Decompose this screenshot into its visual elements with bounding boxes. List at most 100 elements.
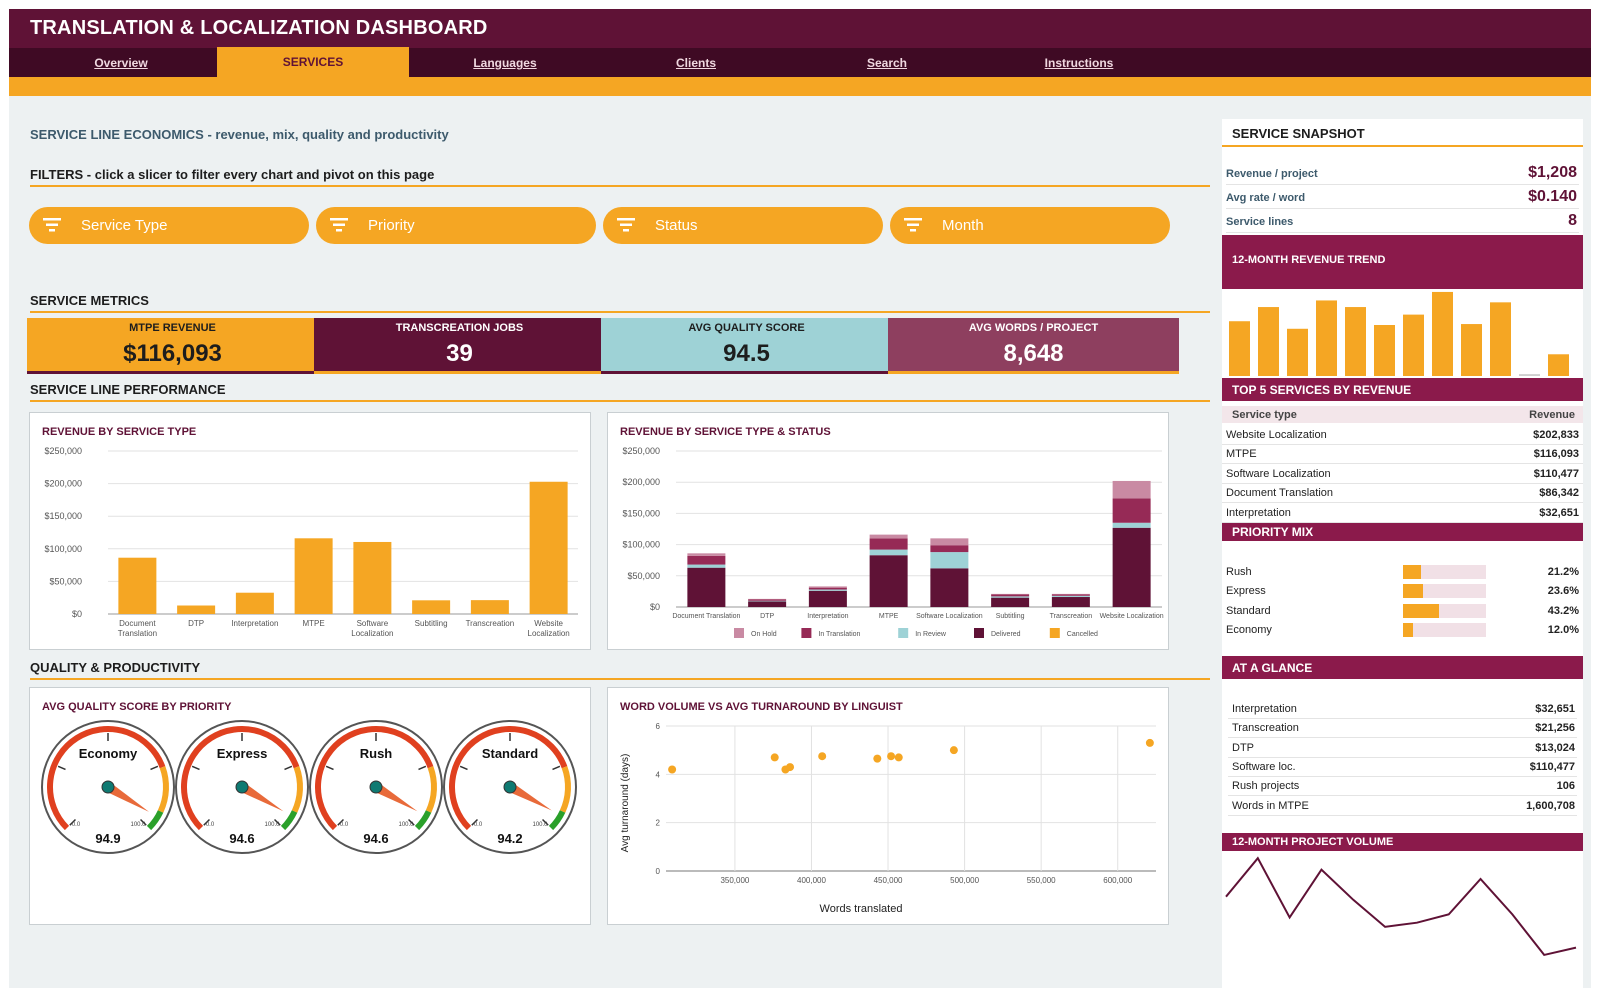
bar xyxy=(412,600,451,614)
priority-label: Standard xyxy=(1226,604,1271,617)
gauge-tick xyxy=(139,818,147,826)
volume-line xyxy=(1225,856,1577,957)
stacked-bar-segment xyxy=(991,597,1030,607)
slicer-priority[interactable]: Priority xyxy=(316,207,596,244)
stacked-bar-segment xyxy=(930,538,969,546)
scatter-point xyxy=(770,753,779,762)
glance-row: Rush projects 106 xyxy=(1228,777,1577,797)
stacked-bar-segment xyxy=(869,538,908,550)
gauge-value: 94.2 xyxy=(497,831,522,846)
y-tick-label: $0 xyxy=(650,602,660,612)
tab-languages[interactable]: Languages xyxy=(473,56,537,70)
gauge-tick xyxy=(541,818,549,826)
kpi-value: 8,648 xyxy=(1003,340,1064,367)
x-tick-line: Localization xyxy=(528,629,570,638)
slicer-status[interactable]: Status xyxy=(603,207,883,244)
bar xyxy=(235,592,274,614)
x-tick-label: Subtitling xyxy=(415,619,448,628)
bar xyxy=(353,541,392,614)
stacked-bar-segment xyxy=(1112,522,1151,528)
glance-row: Software loc. $110,477 xyxy=(1228,758,1577,777)
top5-row: Interpretation $32,651 xyxy=(1222,504,1583,523)
gauge-tick xyxy=(69,818,77,826)
x-tick-label: 450,000 xyxy=(874,876,903,885)
snapshot-value: $1,208 xyxy=(1528,164,1577,181)
x-tick-label: 600,000 xyxy=(1103,876,1132,885)
y-tick-label: 6 xyxy=(656,722,661,731)
glance-value: 1,600,708 xyxy=(1526,799,1575,812)
gauge-tick xyxy=(57,765,66,771)
gauge-max-label: 100.0 xyxy=(532,822,548,828)
trend-bar xyxy=(1258,307,1279,376)
stacked-bar-segment xyxy=(991,593,1030,595)
x-tick-label: Interpretation xyxy=(231,619,278,628)
trend-bar xyxy=(1490,302,1511,376)
tab-overview[interactable]: Overview xyxy=(94,56,148,70)
x-tick-label: Transcreation xyxy=(1050,613,1093,620)
glance-value: $110,477 xyxy=(1529,760,1575,773)
top5-label: Software Localization xyxy=(1226,467,1331,480)
stacked-bar-segment xyxy=(930,568,969,607)
y-tick-label: $200,000 xyxy=(44,479,82,489)
legend-swatch xyxy=(734,628,744,638)
gauge-hub xyxy=(369,780,383,794)
tab-search[interactable]: Search xyxy=(866,56,908,70)
gauge-tick xyxy=(284,765,293,771)
gauge-min-label: 0.0 xyxy=(206,822,215,828)
main-panel: SERVICE LINE ECONOMICS - revenue, mix, q… xyxy=(9,96,1210,988)
priority-fill xyxy=(1403,584,1423,599)
gauge-needle xyxy=(239,782,284,812)
x-tick-label: Subtitling xyxy=(996,613,1025,620)
snapshot-title: SERVICE SNAPSHOT xyxy=(1232,126,1365,141)
glance-row: Interpretation $32,651 xyxy=(1228,700,1577,719)
gauge-hub xyxy=(503,780,517,794)
scatter-point xyxy=(1145,738,1154,747)
stacked-bar-segment xyxy=(1112,480,1151,499)
filter-icon xyxy=(330,218,348,232)
stacked-bar-segment xyxy=(748,598,787,600)
top5-value: $202,833 xyxy=(1533,429,1579,441)
priority-value: 21.2% xyxy=(1547,566,1579,578)
performance-heading: SERVICE LINE PERFORMANCE xyxy=(30,382,226,397)
gauge-max-label: 100.0 xyxy=(398,822,414,828)
priority-value: 43.2% xyxy=(1547,604,1579,617)
trend-bar xyxy=(1548,354,1569,376)
x-tick-line: MTPE xyxy=(303,619,325,628)
slicer-service-type[interactable]: Service Type xyxy=(29,207,309,244)
tab-services[interactable]: SERVICES xyxy=(217,47,409,77)
gauge-value: 94.6 xyxy=(363,831,388,846)
tab-instructions[interactable]: Instructions xyxy=(1044,56,1114,70)
gauge-tick xyxy=(337,818,345,826)
gauge-green-zone xyxy=(414,810,432,831)
tab-clients[interactable]: Clients xyxy=(675,56,716,70)
gauge-amber-zone xyxy=(291,766,303,813)
stacked-bar-segment xyxy=(1051,594,1090,596)
gauge-value: 94.9 xyxy=(95,831,120,846)
legend-swatch xyxy=(974,628,984,638)
priority-row: Rush 21.2% xyxy=(1222,563,1583,581)
x-tick-label: Software Localization xyxy=(916,613,983,620)
stacked-bar-segment xyxy=(991,596,1030,598)
slicer-month[interactable]: Month xyxy=(890,207,1170,244)
x-tick-label: Document Translation xyxy=(118,619,157,638)
chart-title: AVG QUALITY SCORE BY PRIORITY xyxy=(42,701,232,713)
priority-fill xyxy=(1403,565,1421,579)
stacked-bar-segment xyxy=(930,552,969,569)
kpi-value: $116,093 xyxy=(123,340,222,367)
scatter-point xyxy=(949,746,958,755)
kpi-value: 94.5 xyxy=(723,340,770,367)
x-tick-label: Interpretation xyxy=(807,613,848,620)
word-volume-card: WORD VOLUME VS AVG TURNAROUND BY LINGUIS… xyxy=(607,687,1169,925)
scatter-point xyxy=(668,765,677,774)
gauge-red-zone xyxy=(315,726,434,831)
gauge-tick xyxy=(150,765,159,771)
gauge-green-zone xyxy=(146,810,164,831)
stacked-bar-segment xyxy=(869,534,908,539)
snapshot-row: Avg rate / word $0.140 xyxy=(1226,187,1579,209)
gauge-label: Economy xyxy=(79,746,138,761)
glance-label: Words in MTPE xyxy=(1232,799,1309,812)
x-tick-line: DTP xyxy=(188,619,204,628)
service-snapshot-sidebar: SERVICE SNAPSHOT Revenue / project $1,208… xyxy=(1222,119,1583,988)
bar xyxy=(118,557,157,614)
x-tick-label: 400,000 xyxy=(797,876,826,885)
